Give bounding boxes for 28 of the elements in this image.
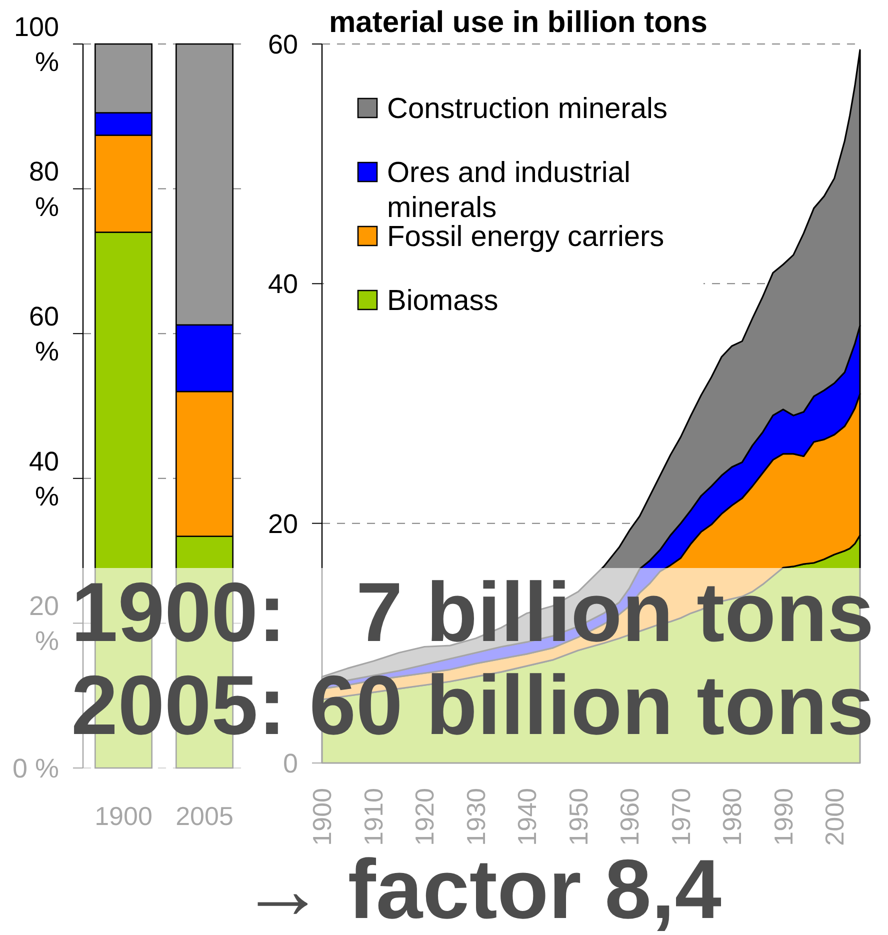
x-tick-label: 2005 xyxy=(176,801,234,831)
x-tick-label: 1910 xyxy=(358,788,388,846)
y-tick-label: 20 xyxy=(268,508,298,539)
chart-title: material use in billion tons xyxy=(329,6,708,39)
y-tick-label: 60 xyxy=(268,29,298,60)
x-tick-label: 1940 xyxy=(512,788,542,846)
x-tick-label: 1900 xyxy=(94,801,152,831)
x-tick-label: 1920 xyxy=(410,788,440,846)
y-tick-label: 40 xyxy=(268,269,298,300)
x-tick-label: 1990 xyxy=(768,788,798,846)
x-tick-label: 1970 xyxy=(666,788,696,846)
y-tick-label: 60 % xyxy=(28,302,59,367)
x-tick-label: 1900 xyxy=(307,788,338,846)
legend-label: Construction minerals xyxy=(387,93,668,126)
y-tick-label: 0 % xyxy=(12,753,59,784)
y-tick-label: 80 % xyxy=(28,156,59,222)
y-tick-label: 0 xyxy=(282,748,298,778)
legend-label: Fossil energy carriers xyxy=(387,221,664,254)
y-tick-label: 20 % xyxy=(28,591,59,656)
y-tick-label: 40 % xyxy=(28,446,59,512)
legend-label: Biomass xyxy=(387,285,498,318)
x-tick-label: 1930 xyxy=(460,788,491,846)
y-tick-label: 100 % xyxy=(14,12,59,77)
x-tick-label: 1960 xyxy=(614,788,645,846)
legend-label: Ores and industrial minerals xyxy=(387,157,630,224)
x-tick-label: 1980 xyxy=(717,788,748,846)
x-tick-label: 1950 xyxy=(563,788,594,846)
x-tick-label: 2000 xyxy=(819,788,850,846)
